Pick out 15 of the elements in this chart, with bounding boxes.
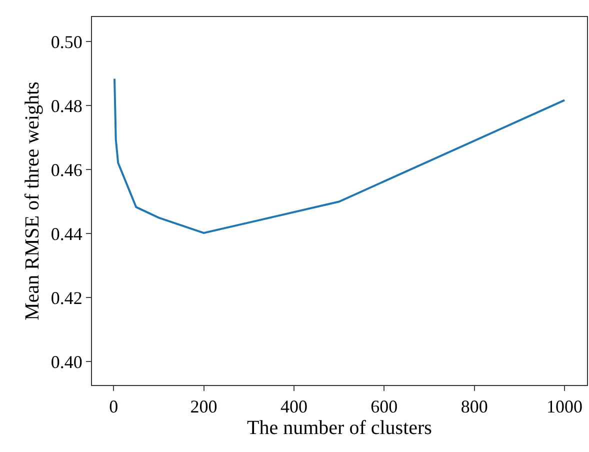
x-tick-label: 200 [190, 396, 218, 417]
x-tick-label: 400 [280, 396, 308, 417]
y-axis-title: Mean RMSE of three weights [21, 81, 44, 320]
y-tick-label: 0.50 [50, 32, 82, 52]
x-tick-label: 1000 [546, 396, 582, 417]
x-axis-title: The number of clusters [247, 417, 432, 440]
y-tick-label: 0.44 [50, 224, 82, 244]
y-tick-label: 0.48 [50, 96, 82, 116]
x-tick-label: 600 [370, 396, 398, 417]
y-tick-label: 0.46 [50, 160, 82, 180]
y-tick-label: 0.40 [50, 352, 82, 372]
y-tick-label: 0.42 [50, 288, 82, 308]
line-series [114, 78, 566, 234]
x-tick-label: 0 [109, 396, 118, 417]
x-tick-label: 800 [460, 396, 488, 417]
